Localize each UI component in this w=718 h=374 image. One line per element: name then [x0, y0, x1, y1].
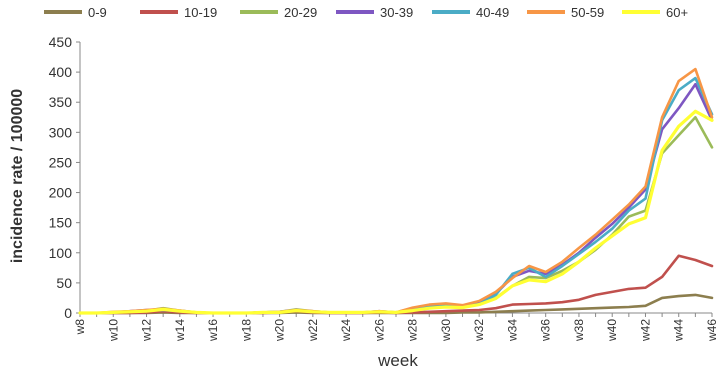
x-tick-label: w40 [605, 319, 619, 342]
x-tick-label: w8 [73, 319, 87, 336]
x-tick-label: w46 [705, 319, 718, 342]
x-tick-label: w34 [505, 319, 519, 342]
y-tick-label: 250 [49, 154, 73, 170]
y-axis-label: incidence rate / 100000 [9, 89, 26, 263]
legend: 0-9 10-19 20-29 30-39 40-49 50-59 60+ [44, 5, 688, 20]
y-tick-label: 300 [49, 124, 73, 140]
x-tick-label: w30 [439, 319, 453, 342]
legend-label: 60+ [666, 5, 688, 20]
series-line-10-19 [78, 254, 714, 315]
x-tick-label: w44 [672, 319, 686, 342]
x-tick-label: w42 [638, 319, 652, 342]
series-line-60plus [78, 109, 714, 315]
x-tick-label: w14 [173, 319, 187, 342]
y-axis: 0 50 100 150 200 250 300 350 400 450 [49, 34, 81, 321]
x-tick-label: w10 [106, 319, 120, 342]
legend-item: 50-59 [527, 5, 604, 20]
y-tick-label: 150 [49, 215, 73, 231]
x-tick-label: w38 [572, 319, 586, 342]
series-line-40-49 [78, 76, 714, 315]
y-tick-label: 50 [56, 275, 72, 291]
legend-item: 40-49 [432, 5, 509, 20]
series-line-50-59 [78, 67, 714, 315]
y-tick-label: 350 [49, 94, 73, 110]
x-tick-label: w36 [539, 319, 553, 342]
x-tick-label: w24 [339, 319, 353, 342]
x-axis: w8 w10 w12 w14 w16 w18 w20 w22 w24 w26 w28 w30 w32 w3… [73, 312, 718, 342]
x-axis-label: week [377, 351, 418, 369]
x-tick-label: w12 [140, 319, 154, 342]
legend-label: 30-39 [380, 5, 413, 20]
series-line-30-39 [78, 82, 714, 315]
x-tick-label: w26 [372, 319, 386, 342]
y-tick-label: 400 [49, 64, 73, 80]
x-tick-label: w18 [239, 319, 253, 342]
legend-item: 60+ [622, 5, 688, 20]
x-tick-label: w32 [472, 319, 486, 342]
x-tick-label: w22 [306, 319, 320, 342]
series-lines [78, 67, 714, 315]
legend-item: 30-39 [336, 5, 413, 20]
legend-item: 20-29 [240, 5, 317, 20]
legend-label: 50-59 [571, 5, 604, 20]
y-tick-label: 0 [64, 305, 72, 321]
x-tick-label: w20 [273, 319, 287, 342]
legend-item: 0-9 [44, 5, 107, 20]
legend-label: 40-49 [476, 5, 509, 20]
x-tick-label: w16 [206, 319, 220, 342]
y-tick-label: 200 [49, 185, 73, 201]
legend-label: 10-19 [184, 5, 217, 20]
y-tick-label: 100 [49, 245, 73, 261]
legend-label: 20-29 [284, 5, 317, 20]
x-tick-label: w28 [406, 319, 420, 342]
legend-label: 0-9 [88, 5, 107, 20]
y-tick-label: 450 [49, 34, 73, 50]
legend-item: 10-19 [140, 5, 217, 20]
